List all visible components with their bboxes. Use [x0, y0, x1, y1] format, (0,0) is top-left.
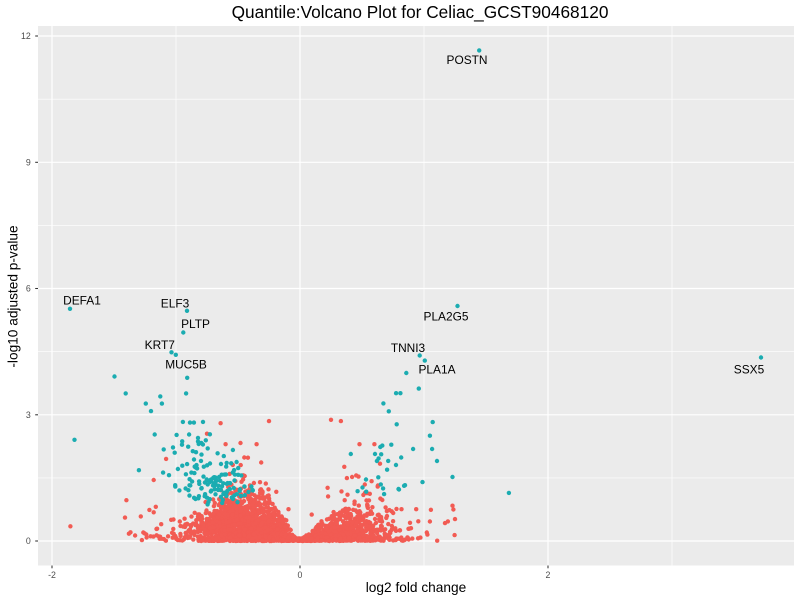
svg-text:-2: -2 [48, 570, 56, 580]
svg-text:2: 2 [546, 570, 551, 580]
svg-text:log2 fold change: log2 fold change [366, 580, 466, 595]
svg-text:0: 0 [298, 570, 303, 580]
svg-text:PLA1A: PLA1A [418, 362, 455, 376]
svg-text:Quantile:Volcano Plot for Celi: Quantile:Volcano Plot for Celiac_GCST904… [232, 2, 609, 22]
svg-text:POSTN: POSTN [447, 53, 488, 67]
svg-text:6: 6 [26, 284, 31, 294]
svg-text:ELF3: ELF3 [161, 296, 190, 310]
svg-text:9: 9 [26, 158, 31, 168]
svg-text:DEFA1: DEFA1 [63, 293, 101, 307]
svg-text:TNNI3: TNNI3 [391, 341, 426, 355]
svg-text:PLTP: PLTP [181, 317, 210, 331]
svg-text:0: 0 [26, 536, 31, 546]
svg-text:MUC5B: MUC5B [165, 357, 207, 371]
svg-text:12: 12 [21, 31, 31, 41]
svg-text:SSX5: SSX5 [734, 362, 765, 376]
svg-text:PLA2G5: PLA2G5 [424, 309, 469, 323]
svg-text:3: 3 [26, 410, 31, 420]
svg-text:KRT7: KRT7 [145, 338, 176, 352]
svg-text:-log10 adjusted p-value: -log10 adjusted p-value [5, 225, 20, 367]
